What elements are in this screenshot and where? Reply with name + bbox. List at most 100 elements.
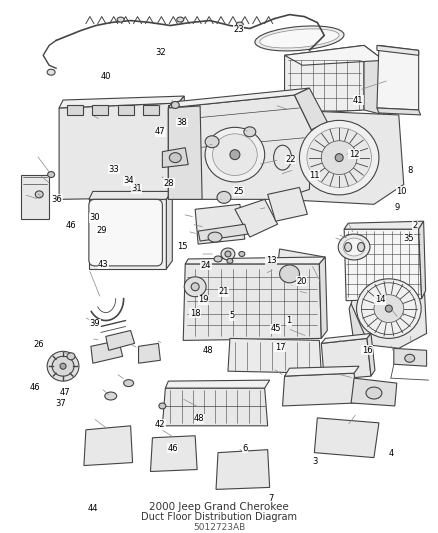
- Bar: [21, 174, 49, 219]
- Text: 34: 34: [124, 176, 134, 185]
- Ellipse shape: [335, 154, 343, 161]
- Ellipse shape: [212, 134, 257, 175]
- Text: 3: 3: [312, 457, 318, 466]
- Text: 47: 47: [155, 127, 166, 136]
- Polygon shape: [285, 366, 359, 376]
- Ellipse shape: [345, 243, 352, 252]
- Text: 6: 6: [242, 443, 248, 453]
- Polygon shape: [351, 274, 427, 349]
- Bar: [118, 105, 134, 115]
- Ellipse shape: [47, 69, 55, 75]
- Text: 1: 1: [286, 317, 291, 326]
- Ellipse shape: [357, 243, 364, 252]
- Polygon shape: [268, 188, 307, 221]
- Ellipse shape: [279, 265, 300, 283]
- Polygon shape: [351, 378, 397, 406]
- Text: 30: 30: [90, 213, 100, 222]
- Text: 24: 24: [201, 261, 211, 270]
- Text: 18: 18: [190, 309, 200, 318]
- Polygon shape: [89, 191, 172, 199]
- Polygon shape: [168, 88, 309, 108]
- Polygon shape: [91, 341, 123, 364]
- Ellipse shape: [177, 17, 184, 22]
- Text: 46: 46: [167, 443, 178, 453]
- Text: 12: 12: [349, 150, 359, 159]
- Polygon shape: [89, 199, 166, 269]
- Polygon shape: [166, 380, 270, 388]
- Ellipse shape: [374, 295, 404, 322]
- Ellipse shape: [191, 283, 199, 290]
- Text: 42: 42: [155, 419, 166, 429]
- Text: 48: 48: [194, 415, 205, 423]
- Polygon shape: [319, 257, 327, 338]
- Ellipse shape: [217, 191, 231, 203]
- Polygon shape: [162, 148, 188, 167]
- Polygon shape: [216, 450, 270, 489]
- Ellipse shape: [321, 141, 357, 174]
- Ellipse shape: [366, 387, 382, 399]
- Text: 5012723AB: 5012723AB: [193, 523, 245, 531]
- Text: 10: 10: [396, 187, 407, 196]
- Text: 28: 28: [164, 179, 174, 188]
- Polygon shape: [168, 106, 202, 199]
- Polygon shape: [377, 45, 419, 110]
- Ellipse shape: [48, 172, 55, 177]
- Ellipse shape: [343, 238, 365, 256]
- Text: 46: 46: [30, 383, 40, 392]
- Polygon shape: [344, 221, 424, 229]
- Polygon shape: [419, 221, 426, 298]
- Ellipse shape: [244, 127, 256, 137]
- Text: 16: 16: [362, 345, 372, 354]
- Ellipse shape: [227, 259, 233, 263]
- Text: 22: 22: [286, 155, 296, 164]
- Text: 38: 38: [177, 118, 187, 127]
- Polygon shape: [344, 229, 422, 301]
- Polygon shape: [321, 338, 371, 380]
- Text: 47: 47: [60, 388, 71, 397]
- Ellipse shape: [221, 248, 235, 260]
- Text: 31: 31: [131, 184, 141, 193]
- Polygon shape: [235, 199, 278, 237]
- Ellipse shape: [230, 150, 240, 159]
- Polygon shape: [185, 257, 325, 264]
- Ellipse shape: [35, 191, 43, 198]
- Polygon shape: [285, 45, 384, 65]
- Polygon shape: [228, 338, 321, 373]
- Polygon shape: [84, 426, 133, 465]
- Bar: [143, 105, 159, 115]
- Ellipse shape: [307, 128, 371, 188]
- Text: 43: 43: [98, 260, 109, 269]
- Text: 7: 7: [268, 494, 274, 503]
- Polygon shape: [166, 191, 172, 269]
- Polygon shape: [183, 264, 321, 341]
- FancyBboxPatch shape: [89, 199, 162, 266]
- Ellipse shape: [300, 120, 379, 195]
- Ellipse shape: [208, 232, 222, 242]
- Text: 37: 37: [55, 399, 66, 408]
- Text: 23: 23: [233, 25, 244, 34]
- Polygon shape: [285, 45, 364, 115]
- Polygon shape: [394, 349, 427, 366]
- Ellipse shape: [260, 29, 339, 48]
- Ellipse shape: [67, 353, 75, 360]
- Polygon shape: [151, 436, 197, 472]
- Polygon shape: [283, 373, 357, 406]
- Polygon shape: [168, 95, 311, 199]
- Text: 5: 5: [230, 311, 235, 320]
- Polygon shape: [59, 96, 184, 108]
- Bar: [168, 105, 184, 115]
- Polygon shape: [377, 45, 419, 55]
- Ellipse shape: [357, 279, 421, 338]
- Ellipse shape: [274, 145, 292, 170]
- Ellipse shape: [255, 26, 344, 51]
- Text: 19: 19: [198, 295, 209, 304]
- Text: 2: 2: [412, 221, 417, 230]
- Text: 20: 20: [297, 277, 307, 286]
- Text: 26: 26: [33, 340, 44, 349]
- Polygon shape: [178, 96, 186, 197]
- Text: 9: 9: [395, 203, 400, 212]
- Text: 11: 11: [310, 171, 320, 180]
- Text: 41: 41: [353, 96, 364, 104]
- Text: 39: 39: [90, 319, 100, 328]
- Text: 44: 44: [88, 504, 98, 513]
